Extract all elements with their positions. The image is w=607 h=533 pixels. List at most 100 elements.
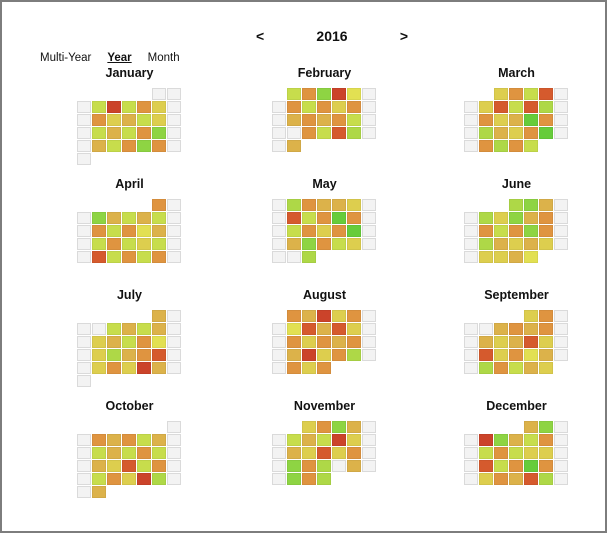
day-cell[interactable] [107, 127, 121, 139]
day-cell[interactable] [107, 212, 121, 224]
day-cell[interactable] [524, 251, 538, 263]
day-cell[interactable] [524, 336, 538, 348]
day-cell[interactable] [524, 101, 538, 113]
day-cell[interactable] [92, 362, 106, 374]
day-cell[interactable] [494, 460, 508, 472]
day-cell[interactable] [332, 310, 346, 322]
day-cell[interactable] [92, 114, 106, 126]
day-cell[interactable] [317, 362, 331, 374]
day-cell[interactable] [287, 447, 301, 459]
day-cell[interactable] [302, 212, 316, 224]
day-cell[interactable] [347, 421, 361, 433]
day-cell[interactable] [347, 460, 361, 472]
day-cell[interactable] [479, 127, 493, 139]
day-cell[interactable] [107, 349, 121, 361]
day-cell[interactable] [302, 447, 316, 459]
day-cell[interactable] [494, 323, 508, 335]
day-cell[interactable] [347, 336, 361, 348]
day-cell[interactable] [92, 486, 106, 498]
day-cell[interactable] [317, 238, 331, 250]
day-cell[interactable] [479, 140, 493, 152]
day-cell[interactable] [524, 362, 538, 374]
day-cell[interactable] [122, 447, 136, 459]
day-cell[interactable] [524, 140, 538, 152]
day-cell[interactable] [287, 336, 301, 348]
day-cell[interactable] [317, 434, 331, 446]
day-cell[interactable] [152, 323, 166, 335]
day-cell[interactable] [107, 140, 121, 152]
day-cell[interactable] [317, 447, 331, 459]
day-cell[interactable] [152, 336, 166, 348]
day-cell[interactable] [479, 212, 493, 224]
day-cell[interactable] [479, 114, 493, 126]
day-cell[interactable] [122, 251, 136, 263]
day-cell[interactable] [332, 127, 346, 139]
day-cell[interactable] [302, 251, 316, 263]
day-cell[interactable] [92, 447, 106, 459]
day-cell[interactable] [332, 225, 346, 237]
day-cell[interactable] [539, 114, 553, 126]
day-cell[interactable] [317, 460, 331, 472]
day-cell[interactable] [332, 88, 346, 100]
day-cell[interactable] [509, 140, 523, 152]
day-cell[interactable] [332, 349, 346, 361]
day-cell[interactable] [107, 238, 121, 250]
day-cell[interactable] [347, 88, 361, 100]
day-cell[interactable] [524, 323, 538, 335]
day-cell[interactable] [302, 421, 316, 433]
day-cell[interactable] [509, 101, 523, 113]
day-cell[interactable] [287, 140, 301, 152]
day-cell[interactable] [479, 362, 493, 374]
day-cell[interactable] [332, 421, 346, 433]
day-cell[interactable] [137, 434, 151, 446]
day-cell[interactable] [539, 460, 553, 472]
day-cell[interactable] [92, 434, 106, 446]
day-cell[interactable] [137, 473, 151, 485]
day-cell[interactable] [137, 447, 151, 459]
tab-year[interactable]: Year [107, 52, 132, 64]
day-cell[interactable] [332, 434, 346, 446]
day-cell[interactable] [92, 212, 106, 224]
day-cell[interactable] [509, 114, 523, 126]
day-cell[interactable] [152, 349, 166, 361]
day-cell[interactable] [107, 101, 121, 113]
day-cell[interactable] [302, 88, 316, 100]
day-cell[interactable] [317, 127, 331, 139]
day-cell[interactable] [539, 447, 553, 459]
day-cell[interactable] [479, 349, 493, 361]
day-cell[interactable] [494, 447, 508, 459]
day-cell[interactable] [152, 434, 166, 446]
day-cell[interactable] [287, 473, 301, 485]
day-cell[interactable] [539, 362, 553, 374]
day-cell[interactable] [494, 212, 508, 224]
day-cell[interactable] [302, 349, 316, 361]
day-cell[interactable] [317, 310, 331, 322]
day-cell[interactable] [524, 447, 538, 459]
day-cell[interactable] [152, 140, 166, 152]
day-cell[interactable] [539, 421, 553, 433]
day-cell[interactable] [347, 199, 361, 211]
day-cell[interactable] [152, 212, 166, 224]
day-cell[interactable] [152, 310, 166, 322]
day-cell[interactable] [539, 238, 553, 250]
day-cell[interactable] [92, 101, 106, 113]
day-cell[interactable] [524, 212, 538, 224]
tab-month[interactable]: Month [147, 52, 180, 64]
day-cell[interactable] [137, 336, 151, 348]
day-cell[interactable] [92, 349, 106, 361]
day-cell[interactable] [347, 101, 361, 113]
day-cell[interactable] [287, 349, 301, 361]
day-cell[interactable] [107, 114, 121, 126]
day-cell[interactable] [287, 199, 301, 211]
day-cell[interactable] [287, 323, 301, 335]
day-cell[interactable] [92, 473, 106, 485]
tab-multi-year[interactable]: Multi-Year [40, 52, 92, 64]
day-cell[interactable] [122, 127, 136, 139]
day-cell[interactable] [287, 362, 301, 374]
day-cell[interactable] [347, 114, 361, 126]
day-cell[interactable] [347, 238, 361, 250]
day-cell[interactable] [332, 323, 346, 335]
day-cell[interactable] [347, 310, 361, 322]
day-cell[interactable] [107, 473, 121, 485]
day-cell[interactable] [122, 336, 136, 348]
